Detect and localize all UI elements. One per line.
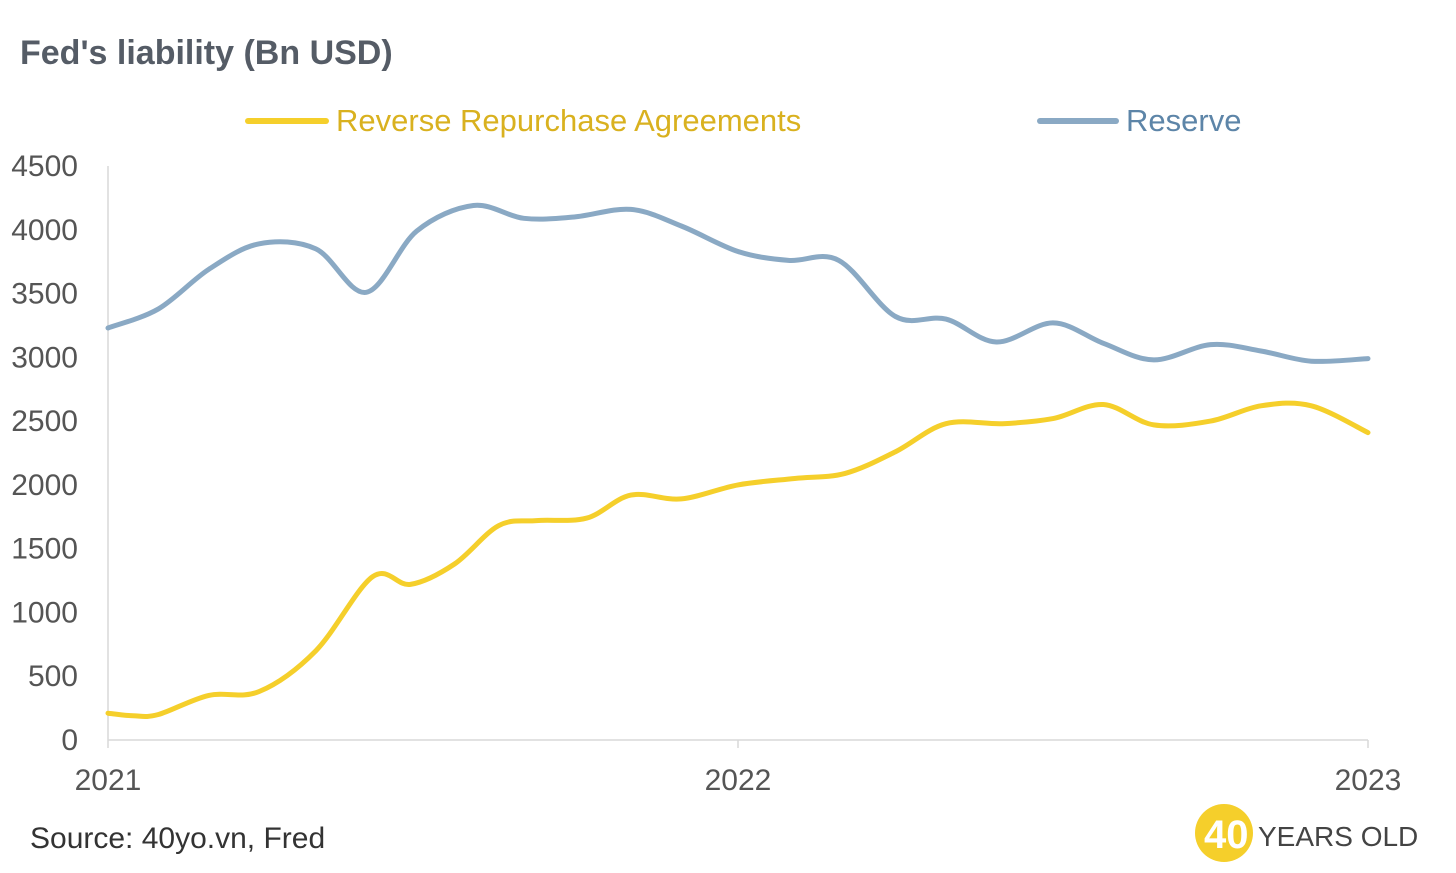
logo-number: 40 xyxy=(1204,813,1249,857)
y-tick-label: 500 xyxy=(28,660,78,693)
logo-circle xyxy=(1195,804,1253,862)
logo-text: YEARS OLD xyxy=(1258,821,1418,852)
brand-logo: 40 YEARS OLD xyxy=(1195,804,1418,862)
y-tick-label: 1500 xyxy=(11,533,78,566)
y-tick-label: 2500 xyxy=(11,405,78,438)
legend-item-reverse-repo: Reverse Repurchase Agreements xyxy=(245,103,801,138)
legend: Reverse Repurchase Agreements Reserve xyxy=(245,103,1241,138)
legend-item-reserve: Reserve xyxy=(1037,103,1241,138)
source-note: Source: 40yo.vn, Fred xyxy=(30,822,325,855)
y-tick-label: 4500 xyxy=(11,150,78,183)
y-tick-label: 4000 xyxy=(11,214,78,247)
y-tick-label: 1000 xyxy=(11,596,78,629)
legend-label-reserve: Reserve xyxy=(1126,103,1241,138)
y-tick-label: 2000 xyxy=(11,469,78,502)
x-tick-label: 2022 xyxy=(705,764,772,797)
series-line-reserve xyxy=(105,202,1371,364)
x-tick-label: 2023 xyxy=(1335,764,1402,797)
series-layer xyxy=(105,202,1371,719)
chart-title: Fed's liability (Bn USD) xyxy=(20,34,393,72)
y-tick-label: 3000 xyxy=(11,341,78,374)
y-tick-label: 0 xyxy=(61,724,78,757)
y-tick-label: 3500 xyxy=(11,278,78,311)
legend-label-reverse-repo: Reverse Repurchase Agreements xyxy=(336,103,801,138)
series-line-reverse-repo xyxy=(105,400,1371,719)
axes: 0 500 1000 1500 2000 2500 3000 3500 4000 4500 2021… xyxy=(11,150,1401,797)
x-tick-label: 2021 xyxy=(75,764,142,797)
